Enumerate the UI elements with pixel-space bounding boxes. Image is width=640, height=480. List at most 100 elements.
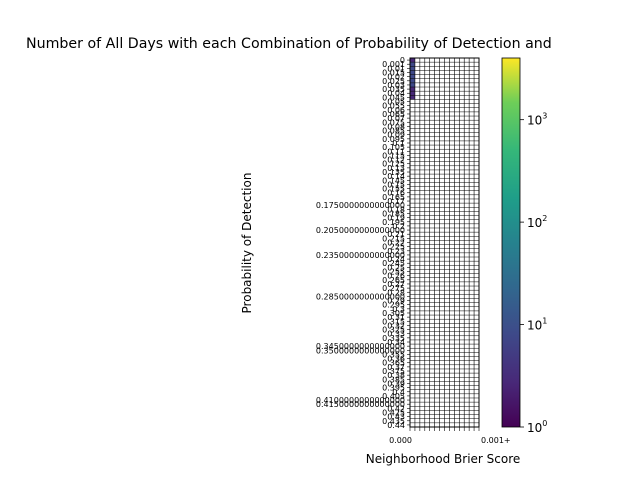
y-tick-label: 0.105 <box>382 143 405 152</box>
colorbar-tick-label: 100 <box>527 419 547 435</box>
y-tick-label: 0.43 <box>387 413 405 422</box>
heatmap-cell <box>410 70 415 75</box>
colorbar-tick-exponent: 1 <box>542 317 547 326</box>
y-tick-label: 0.295 <box>382 301 405 310</box>
y-tick-label: 0.015 <box>382 69 405 78</box>
y-tick-label: 0.365 <box>382 359 405 368</box>
y-tick-label: 0.25 <box>387 263 405 272</box>
y-tick-label: 0.14 <box>387 172 405 181</box>
y-tick-label: 0.36 <box>387 355 405 364</box>
y-tick-label: 0.31 <box>387 313 405 322</box>
y-tick-label: 0.055 <box>382 102 405 111</box>
y-tick-label: 0.135 <box>382 168 405 177</box>
heatmap-cell <box>410 62 415 67</box>
y-tick-label: 0.145 <box>382 176 405 185</box>
y-tick-label: 0.44 <box>387 421 405 430</box>
y-tick-label: 0.02 <box>387 73 405 82</box>
y-tick-label: 0.355 <box>382 350 405 359</box>
y-tick-label: 0.405 <box>382 392 405 401</box>
y-tick-label: 0.075 <box>382 118 405 127</box>
y-tick-label: 0.11 <box>387 147 405 156</box>
x-axis-label: Neighborhood Brier Score <box>366 452 521 466</box>
y-tick-label: 0.27 <box>387 280 405 289</box>
y-tick-label: 0.375 <box>382 367 405 376</box>
heatmap-cell <box>410 58 415 63</box>
y-tick-label: 0.24 <box>387 255 405 264</box>
colorbar-tick-exponent: 2 <box>542 214 547 223</box>
colorbar-tick-exponent: 3 <box>542 112 547 121</box>
y-tick-label: 0.225 <box>382 243 405 252</box>
heatmap-cell <box>410 91 415 96</box>
y-tick-label: 0.32 <box>387 321 405 330</box>
y-tick-label: 0.025 <box>382 77 405 86</box>
y-tick-label: 0.275 <box>382 284 405 293</box>
y-axis-label: Probability of Detection <box>240 173 254 314</box>
y-tick-label: 0.125 <box>382 160 405 169</box>
y-tick-label: 0.21 <box>387 230 405 239</box>
y-tick-label: 0.155 <box>382 185 405 194</box>
y-tick-label: 0.4 <box>392 388 405 397</box>
y-tick-label: 0.16 <box>387 189 405 198</box>
heatmap-cell <box>410 95 415 100</box>
y-tick-label: 0.4100000000000000 <box>316 396 405 405</box>
y-tick-label: 0.06 <box>387 106 405 115</box>
y-tick-label: 0.3 <box>392 305 405 314</box>
y-tick-label: 0 <box>400 56 405 65</box>
heatmap-cell <box>410 82 415 88</box>
heatmap-cell <box>410 87 415 92</box>
y-tick-label: 0.03 <box>387 81 405 90</box>
y-tick-label: 0.255 <box>382 268 405 277</box>
y-tick-label: 0.15 <box>387 180 405 189</box>
y-tick-label: 0.245 <box>382 259 405 268</box>
y-tick-label: 0.3450000000000000 <box>316 342 405 351</box>
plot-area <box>409 57 480 428</box>
y-tick-label: 0.2850000000000000 <box>316 292 405 301</box>
y-tick-labels: 00.0010.010.0150.020.0250.030.0350.040.0… <box>316 56 410 430</box>
y-tick-label: 0.335 <box>382 334 405 343</box>
y-tick-label: 0.3500000000000000 <box>316 346 405 355</box>
colorbar-tick-label: 101 <box>527 317 547 333</box>
y-tick-label: 0.115 <box>382 151 405 160</box>
y-tick-label: 0.085 <box>382 127 405 136</box>
y-tick-label: 0.08 <box>387 122 405 131</box>
y-tick-label: 0.035 <box>382 85 405 94</box>
y-tick-label: 0.215 <box>382 234 405 243</box>
colorbar-gradient <box>501 57 521 428</box>
y-tick-label: 0.1750000000000000 <box>316 201 405 210</box>
y-tick-label: 0.265 <box>382 276 405 285</box>
y-tick-label: 0.19 <box>387 214 405 223</box>
colorbar-tick-label: 102 <box>527 214 547 230</box>
y-tick-label: 0.38 <box>387 371 405 380</box>
y-tick-label: 0.325 <box>382 326 405 335</box>
y-tick-label: 0.425 <box>382 408 405 417</box>
y-tick-label: 0.07 <box>387 114 405 123</box>
y-tick-label: 0.2 <box>392 222 405 231</box>
y-tick-label: 0.185 <box>382 209 405 218</box>
y-tick-label: 0.045 <box>382 93 405 102</box>
y-tick-label: 0.05 <box>387 98 405 107</box>
y-tick-label: 0.395 <box>382 384 405 393</box>
y-tick-label: 0.01 <box>387 64 405 73</box>
y-tick-label: 0.165 <box>382 193 405 202</box>
y-tick-label: 0.435 <box>382 417 405 426</box>
y-tick-label: 0.29 <box>387 297 405 306</box>
y-tick-label: 0.37 <box>387 363 405 372</box>
y-tick-label: 0.23 <box>387 247 405 256</box>
y-tick-label: 0.09 <box>387 131 405 140</box>
heatmap-cell <box>410 74 415 79</box>
y-tick-label: 0.22 <box>387 239 405 248</box>
y-tick-label: 0.18 <box>387 205 405 214</box>
heatmap-cell <box>410 66 415 71</box>
x-tick-label: 0.001+ <box>481 436 511 445</box>
colorbar-tick-label: 103 <box>527 112 547 128</box>
heatmap-cell <box>410 78 415 83</box>
y-tick-label: 0.17 <box>387 197 405 206</box>
y-tick-label: 0.065 <box>382 110 405 119</box>
colorbar-tick-exponent: 0 <box>542 419 547 428</box>
y-tick-label: 0.095 <box>382 135 405 144</box>
y-tick-label: 0.12 <box>387 156 405 165</box>
y-tick-label: 0.04 <box>387 89 405 98</box>
y-tick-label: 0.305 <box>382 309 405 318</box>
